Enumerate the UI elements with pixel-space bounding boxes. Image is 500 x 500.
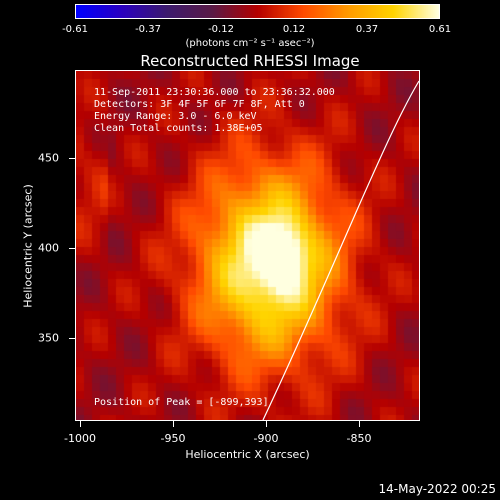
time-range-text: 11-Sep-2011 23:30:36.000 to 23:36:32.000 [94, 87, 335, 98]
flux-heatmap [76, 71, 419, 420]
x-tick-mark [359, 421, 360, 427]
detectors-text: Detectors: 3F 4F 5F 6F 7F 8F, Att 0 [94, 99, 305, 110]
solar-limb-line [262, 80, 419, 420]
colorbar-tick: 0.61 [428, 24, 452, 35]
colorbar-tick: -0.12 [208, 24, 234, 35]
y-tick-mark [69, 248, 75, 249]
y-tick-label: 400 [38, 241, 59, 255]
y-tick-label: 350 [38, 331, 59, 345]
y-tick-mark [69, 158, 75, 159]
peak-position-text: Position of Peak = [-899,393] [94, 397, 269, 408]
x-tick-label: -900 [253, 432, 279, 445]
x-tick-label: -1000 [64, 432, 96, 445]
colorbar-tick: 0.12 [282, 24, 306, 35]
colorbar-tick: -0.61 [62, 24, 88, 35]
colorbar [75, 4, 440, 19]
x-tick-mark [173, 421, 174, 427]
colorbar-units: (photons cm⁻² s⁻¹ asec⁻²) [185, 38, 315, 49]
timestamp-footer: 14-May-2022 00:25 [378, 482, 496, 496]
y-axis-label: Heliocentric Y (arcsec) [21, 184, 35, 308]
clean-counts-text: Clean Total counts: 1.38E+05 [94, 123, 263, 134]
x-tick-mark [80, 421, 81, 427]
colorbar-tick: -0.37 [135, 24, 161, 35]
x-tick-label: -950 [160, 432, 186, 445]
image-plot: 11-Sep-2011 23:30:36.000 to 23:36:32.000… [75, 70, 420, 421]
x-tick-label: -850 [346, 432, 372, 445]
y-tick-mark [69, 338, 75, 339]
plot-overlay [262, 80, 419, 420]
colorbar-tick: 0.37 [355, 24, 379, 35]
y-tick-label: 450 [38, 151, 59, 165]
energy-range-text: Energy Range: 3.0 - 6.0 keV [94, 111, 257, 122]
x-tick-mark [266, 421, 267, 427]
image-title: Reconstructed RHESSI Image [140, 52, 360, 70]
x-axis-label: Heliocentric X (arcsec) [185, 448, 310, 461]
